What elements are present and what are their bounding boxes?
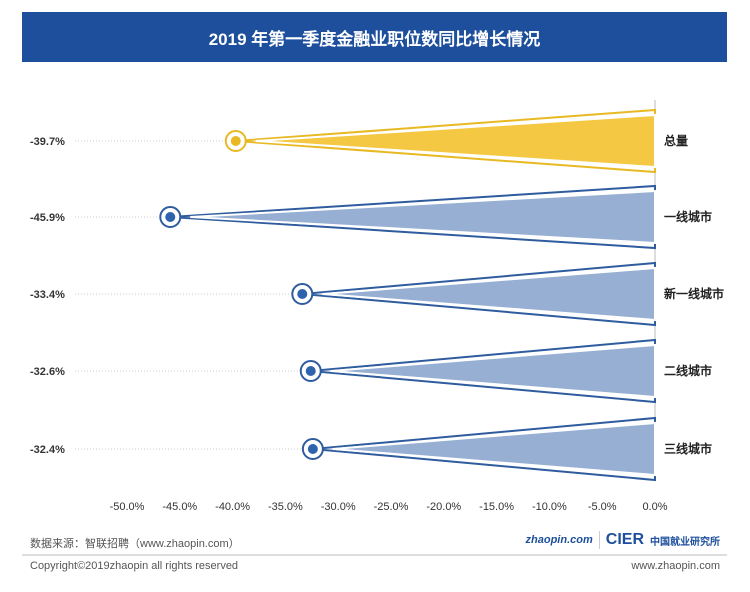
x-tick-label: -20.0% bbox=[426, 501, 461, 513]
point-marker bbox=[305, 366, 316, 376]
x-tick-label: -30.0% bbox=[321, 501, 356, 513]
copyright: Copyright©2019zhaopin all rights reserve… bbox=[30, 560, 239, 572]
x-tick-label: -15.0% bbox=[479, 501, 514, 513]
value-label: -39.7% bbox=[30, 136, 65, 148]
x-tick-label: -5.0% bbox=[588, 501, 617, 513]
category-label: 总量 bbox=[664, 133, 688, 148]
chart-title-bar: 2019 年第一季度金融业职位数同比增长情况 bbox=[22, 12, 727, 62]
x-tick-label: -40.0% bbox=[215, 501, 250, 513]
funnel-bar bbox=[255, 113, 656, 169]
cier-logo-cn: 中国就业研究所 bbox=[650, 536, 720, 548]
funnel-bar bbox=[332, 421, 656, 477]
value-label: -32.6% bbox=[30, 366, 65, 378]
logos: zhaopin.com CIER 中国就业研究所 bbox=[526, 531, 720, 549]
value-label: -33.4% bbox=[30, 289, 65, 301]
category-label: 三线城市 bbox=[664, 441, 712, 456]
point-marker bbox=[230, 136, 241, 146]
point-marker bbox=[297, 289, 308, 299]
x-tick-label: 0.0% bbox=[642, 501, 667, 513]
funnel-bar bbox=[330, 343, 656, 399]
value-label: -45.9% bbox=[30, 212, 65, 224]
x-tick-label: -50.0% bbox=[110, 501, 145, 513]
x-tick-label: -25.0% bbox=[374, 501, 409, 513]
point-marker bbox=[165, 212, 176, 222]
category-label: 新一线城市 bbox=[664, 286, 724, 301]
cier-logo: CIER bbox=[598, 531, 644, 549]
zhaopin-logo: zhaopin.com bbox=[525, 534, 593, 546]
value-label: -32.4% bbox=[30, 444, 65, 456]
funnel-bar bbox=[190, 189, 656, 245]
data-source: 数据来源：智联招聘（www.zhaopin.com） bbox=[30, 538, 240, 550]
x-tick-label: -45.0% bbox=[162, 501, 197, 513]
chart: -39.7% 总量 -45.9% 一线城市 -33.4% 新一线城市 -32.6% 二线城市 -… bbox=[30, 100, 724, 513]
funnel-bar bbox=[322, 266, 656, 322]
point-marker bbox=[307, 444, 318, 454]
footer-divider bbox=[22, 554, 727, 556]
website-link[interactable]: www.zhaopin.com bbox=[631, 560, 720, 572]
x-tick-label: -35.0% bbox=[268, 501, 303, 513]
x-tick-label: -10.0% bbox=[532, 501, 567, 513]
category-label: 二线城市 bbox=[664, 363, 712, 378]
category-label: 一线城市 bbox=[664, 209, 712, 224]
chart-title: 2019 年第一季度金融业职位数同比增长情况 bbox=[208, 29, 541, 49]
